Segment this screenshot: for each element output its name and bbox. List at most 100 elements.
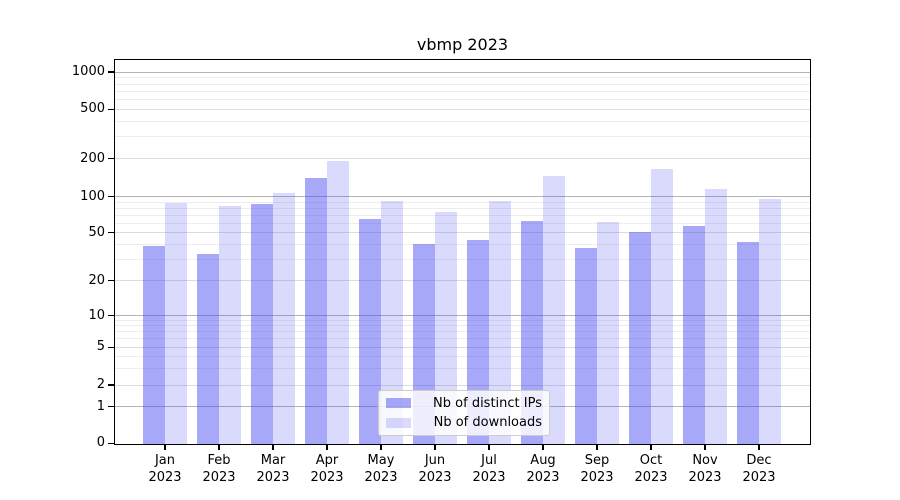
y-gridline-3 — [115, 367, 810, 369]
y-gridline-50 — [115, 232, 810, 233]
y-tick-label-10: 10 — [88, 307, 105, 323]
bar-distinct-ips-mar — [251, 204, 273, 444]
y-gridline-20 — [115, 280, 810, 281]
y-tick-1000 — [108, 71, 114, 73]
bar-distinct-ips-oct — [629, 231, 651, 444]
x-tick-jun — [434, 444, 436, 450]
x-tick-aug — [542, 444, 544, 450]
x-tick-label-jun: Jun 2023 — [405, 452, 465, 486]
legend: Nb of distinct IPs Nb of downloads — [378, 390, 550, 436]
x-tick-jul — [488, 444, 490, 450]
x-label-month: Oct — [639, 453, 663, 468]
x-label-year: 2023 — [310, 470, 344, 485]
x-tick-jan — [164, 444, 166, 450]
x-label-year: 2023 — [364, 470, 398, 485]
bar-downloads-jan — [165, 203, 187, 444]
bar-downloads-nov — [705, 188, 727, 444]
y-tick-2 — [108, 384, 114, 386]
legend-entry-distinct-ips: Nb of distinct IPs — [386, 395, 542, 412]
y-gridline-40 — [115, 243, 810, 245]
x-tick-sep — [596, 444, 598, 450]
y-gridline-80 — [115, 207, 810, 209]
y-gridline-30 — [115, 258, 810, 260]
x-label-month: Sep — [584, 453, 610, 468]
bar-distinct-ips-aug — [521, 221, 543, 444]
y-tick-500 — [108, 108, 114, 110]
x-label-year: 2023 — [580, 470, 614, 485]
y-tick-10 — [108, 314, 114, 317]
x-label-month: May — [367, 453, 395, 468]
x-label-month: Jun — [424, 453, 446, 468]
bar-downloads-oct — [651, 169, 673, 444]
y-tick-200 — [108, 157, 114, 160]
x-label-year: 2023 — [634, 470, 668, 485]
chart-title: vbmp 2023 — [416, 35, 509, 54]
x-tick-label-jul: Jul 2023 — [459, 452, 519, 486]
y-tick-1 — [108, 406, 114, 408]
legend-label-distinct-ips: Nb of distinct IPs — [433, 395, 542, 411]
bar-distinct-ips-may — [359, 218, 381, 444]
y-tick-100 — [108, 195, 114, 198]
y-tick-label-20: 20 — [88, 272, 105, 288]
y-gridline-5 — [115, 346, 810, 348]
legend-label-downloads: Nb of downloads — [433, 415, 542, 431]
y-tick-5 — [108, 346, 114, 348]
y-gridline-2 — [115, 384, 810, 386]
y-tick-label-500: 500 — [80, 101, 105, 117]
x-tick-label-oct: Oct 2023 — [621, 452, 681, 486]
y-tick-label-0: 0 — [96, 435, 105, 451]
legend-entry-downloads: Nb of downloads — [386, 415, 542, 432]
x-label-month: Jan — [154, 453, 176, 468]
bar-downloads-aug — [543, 175, 565, 444]
y-tick-label-1: 1 — [96, 398, 105, 414]
bar-downloads-sep — [597, 222, 619, 444]
bar-downloads-mar — [273, 192, 295, 444]
bar-downloads-may — [381, 201, 403, 444]
x-label-year: 2023 — [148, 470, 182, 485]
x-label-month: Aug — [530, 453, 556, 468]
y-gridline-200 — [115, 158, 810, 159]
x-tick-apr — [326, 444, 328, 450]
y-gridline-800 — [115, 83, 810, 85]
bar-distinct-ips-sep — [575, 248, 597, 444]
bar-downloads-feb — [219, 206, 241, 444]
y-tick-label-100: 100 — [80, 188, 105, 204]
y-gridline-600 — [115, 99, 810, 100]
bar-downloads-dec — [759, 198, 781, 444]
x-tick-label-jan: Jan 2023 — [135, 452, 195, 486]
y-gridline-60 — [115, 222, 810, 224]
y-tick-0 — [108, 442, 114, 444]
x-label-year: 2023 — [472, 470, 506, 485]
bar-distinct-ips-feb — [197, 254, 219, 444]
legend-swatch-downloads — [386, 417, 411, 428]
x-label-month: Dec — [746, 453, 772, 468]
bar-downloads-jul — [489, 200, 511, 444]
x-tick-label-dec: Dec 2023 — [729, 452, 789, 486]
bar-distinct-ips-nov — [683, 225, 705, 444]
y-gridline-7 — [115, 331, 810, 333]
y-tick-label-5: 5 — [96, 339, 105, 355]
x-tick-oct — [650, 444, 652, 450]
x-tick-label-sep: Sep 2023 — [567, 452, 627, 486]
y-tick-50 — [108, 231, 114, 234]
y-gridline-90 — [115, 201, 810, 203]
y-gridline-700 — [115, 90, 810, 92]
x-label-month: Feb — [207, 453, 231, 468]
y-gridline-10 — [115, 315, 810, 316]
y-tick-label-2: 2 — [96, 377, 105, 392]
y-gridline-1000 — [115, 71, 810, 73]
bar-downloads-apr — [327, 161, 349, 444]
bar-distinct-ips-dec — [737, 241, 759, 444]
y-tick-label-200: 200 — [80, 150, 105, 166]
x-label-year: 2023 — [256, 470, 290, 485]
y-gridline-8 — [115, 325, 810, 327]
x-label-month: Nov — [692, 453, 718, 468]
x-tick-label-mar: Mar 2023 — [243, 452, 303, 486]
y-tick-20 — [108, 279, 114, 282]
x-tick-feb — [218, 444, 220, 450]
x-label-year: 2023 — [526, 470, 560, 485]
x-label-month: Mar — [260, 453, 286, 468]
y-gridline-9 — [115, 319, 810, 321]
y-gridline-4 — [115, 356, 810, 357]
